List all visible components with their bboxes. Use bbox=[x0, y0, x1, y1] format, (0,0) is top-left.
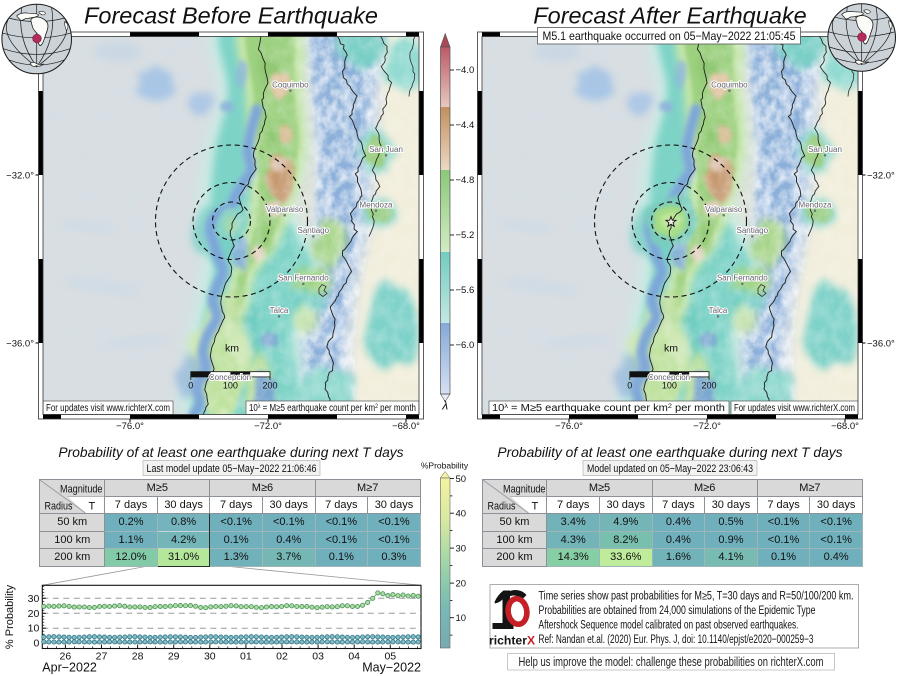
svg-text:Ref: Nandan et.al. (2020) Eur.: Ref: Nandan et.al. (2020) Eur. Phys. J, … bbox=[539, 634, 814, 646]
svg-text:100: 100 bbox=[662, 380, 677, 390]
svg-text:Aftershock Sequence model cali: Aftershock Sequence model calibrated on … bbox=[539, 620, 799, 632]
svg-text:20: 20 bbox=[28, 608, 40, 620]
svg-text:Valparaiso: Valparaiso bbox=[266, 205, 304, 214]
svg-text:San Juan: San Juan bbox=[369, 145, 403, 154]
svg-text:0: 0 bbox=[188, 380, 193, 390]
svg-text:San Fernando: San Fernando bbox=[717, 274, 768, 283]
svg-text:Magnitude: Magnitude bbox=[60, 484, 103, 496]
svg-text:−4.8: −4.8 bbox=[456, 175, 475, 186]
svg-text:−5.2: −5.2 bbox=[456, 230, 475, 241]
svg-text:30: 30 bbox=[28, 593, 40, 605]
svg-text:Forecast After Earthquake: Forecast After Earthquake bbox=[533, 3, 806, 29]
svg-text:30: 30 bbox=[456, 544, 467, 555]
svg-text:% Probability: % Probability bbox=[4, 584, 16, 649]
svg-text:Concepcion: Concepcion bbox=[209, 373, 251, 382]
svg-text:Coquimbo: Coquimbo bbox=[272, 80, 309, 89]
svg-text:T: T bbox=[89, 501, 96, 513]
svg-text:Help us improve the model: cha: Help us improve the model: challenge the… bbox=[519, 655, 824, 669]
svg-text:km: km bbox=[225, 343, 239, 355]
svg-text:10: 10 bbox=[28, 623, 40, 635]
svg-text:For updates visit www.richterX: For updates visit www.richterX.com bbox=[734, 403, 855, 414]
svg-text:Radius: Radius bbox=[45, 501, 73, 513]
svg-text:02: 02 bbox=[276, 651, 288, 663]
svg-text:−68.0°: −68.0° bbox=[831, 421, 859, 432]
svg-text:For updates visit www.richterX: For updates visit www.richterX.com bbox=[46, 403, 170, 414]
svg-text:−36.0°: −36.0° bbox=[867, 339, 895, 350]
svg-text:%Probability: %Probability bbox=[421, 461, 469, 471]
svg-text:10λ = M≥5 earthquake count per: 10λ = M≥5 earthquake count per km2 per m… bbox=[492, 403, 725, 414]
svg-text:−68.0°: −68.0° bbox=[392, 421, 420, 432]
svg-text:04: 04 bbox=[348, 651, 360, 663]
svg-text:Concepcion: Concepcion bbox=[648, 373, 690, 382]
svg-text:0: 0 bbox=[627, 380, 632, 390]
svg-text:Valparaiso: Valparaiso bbox=[705, 205, 743, 214]
svg-text:−36.0°: −36.0° bbox=[6, 339, 34, 350]
svg-text:Model updated on 05−May−2022 2: Model updated on 05−May−2022 23:06:43 bbox=[587, 463, 753, 475]
svg-text:10: 10 bbox=[456, 613, 467, 624]
svg-text:Magnitude: Magnitude bbox=[503, 484, 546, 496]
svg-text:Probabilities are obtained fro: Probabilities are obtained from 24,000 s… bbox=[539, 605, 816, 617]
svg-text:−32.0°: −32.0° bbox=[6, 171, 34, 182]
svg-text:T: T bbox=[531, 501, 538, 513]
svg-text:−76.0°: −76.0° bbox=[555, 421, 583, 432]
svg-text:Mendoza: Mendoza bbox=[799, 200, 832, 209]
svg-text:50: 50 bbox=[456, 474, 467, 485]
svg-text:−32.0°: −32.0° bbox=[867, 171, 895, 182]
svg-text:May−2022: May−2022 bbox=[362, 661, 421, 675]
svg-text:Santiago: Santiago bbox=[737, 226, 769, 235]
svg-text:40: 40 bbox=[456, 509, 467, 520]
svg-text:Forecast Before Earthquake: Forecast Before Earthquake bbox=[84, 3, 378, 29]
svg-text:richterX: richterX bbox=[489, 634, 536, 648]
svg-text:−72.0°: −72.0° bbox=[693, 421, 721, 432]
svg-text:200: 200 bbox=[262, 380, 277, 390]
svg-text:28: 28 bbox=[132, 651, 144, 663]
svg-text:01: 01 bbox=[240, 651, 252, 663]
svg-text:San Juan: San Juan bbox=[808, 145, 842, 154]
svg-text:Santiago: Santiago bbox=[298, 226, 330, 235]
svg-text:20: 20 bbox=[456, 579, 467, 590]
svg-text:Talca: Talca bbox=[709, 306, 728, 315]
svg-text:26: 26 bbox=[60, 651, 72, 663]
svg-text:−4.4: −4.4 bbox=[456, 120, 475, 131]
svg-text:Probability of at least one ea: Probability of at least one earthquake d… bbox=[58, 445, 403, 460]
svg-text:−4.0: −4.0 bbox=[456, 65, 475, 76]
svg-text:Time series show past probabil: Time series show past probabilities for … bbox=[539, 591, 854, 603]
svg-text:27: 27 bbox=[96, 651, 108, 663]
svg-text:−6.0: −6.0 bbox=[456, 340, 475, 351]
svg-text:Last model update 05−May−2022: Last model update 05−May−2022 21:06:46 bbox=[147, 463, 317, 475]
svg-text:−5.6: −5.6 bbox=[456, 285, 475, 296]
svg-text:Mendoza: Mendoza bbox=[360, 200, 393, 209]
svg-text:0: 0 bbox=[33, 638, 39, 650]
svg-text:10λ = M≥5 earthquake count per: 10λ = M≥5 earthquake count per km2 per m… bbox=[249, 403, 416, 414]
svg-text:San Fernando: San Fernando bbox=[278, 274, 329, 283]
svg-text:Apr−2022: Apr−2022 bbox=[42, 661, 97, 675]
svg-text:km: km bbox=[664, 343, 678, 355]
svg-text:−76.0°: −76.0° bbox=[116, 421, 144, 432]
svg-text:−72.0°: −72.0° bbox=[254, 421, 282, 432]
svg-text:100: 100 bbox=[223, 380, 238, 390]
svg-text:Talca: Talca bbox=[270, 306, 289, 315]
svg-text:03: 03 bbox=[312, 651, 324, 663]
svg-text:30: 30 bbox=[204, 651, 216, 663]
svg-text:200: 200 bbox=[701, 380, 716, 390]
svg-text:Radius: Radius bbox=[487, 501, 515, 513]
svg-text:λ: λ bbox=[441, 399, 448, 413]
svg-text:Probability of at least one ea: Probability of at least one earthquake d… bbox=[497, 445, 842, 460]
svg-text:29: 29 bbox=[168, 651, 180, 663]
svg-text:05: 05 bbox=[384, 651, 396, 663]
svg-text:Coquimbo: Coquimbo bbox=[711, 80, 748, 89]
svg-text:M5.1 earthquake occurred on 05: M5.1 earthquake occurred on 05−May−2022 … bbox=[543, 29, 796, 43]
